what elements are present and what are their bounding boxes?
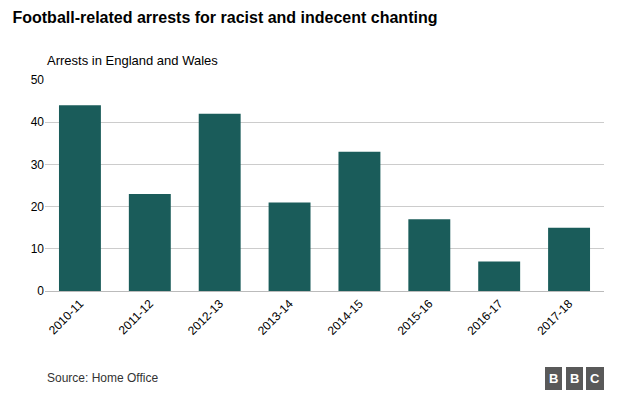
svg-text:40: 40 bbox=[31, 115, 45, 129]
svg-text:10: 10 bbox=[31, 242, 45, 256]
svg-text:2013-14: 2013-14 bbox=[255, 297, 296, 338]
svg-text:2016-17: 2016-17 bbox=[465, 297, 506, 338]
svg-text:2014-15: 2014-15 bbox=[325, 297, 366, 338]
svg-text:2017-18: 2017-18 bbox=[534, 297, 575, 338]
svg-text:0: 0 bbox=[37, 284, 44, 298]
svg-text:B: B bbox=[570, 371, 579, 386]
svg-text:20: 20 bbox=[31, 200, 45, 214]
svg-text:50: 50 bbox=[31, 73, 45, 87]
svg-text:2011-12: 2011-12 bbox=[116, 297, 157, 338]
svg-text:2012-13: 2012-13 bbox=[185, 297, 226, 338]
svg-text:Arrests in England and Wales: Arrests in England and Wales bbox=[47, 53, 218, 68]
svg-text:2015-16: 2015-16 bbox=[395, 297, 436, 338]
svg-text:Football-related arrests for r: Football-related arrests for racist and … bbox=[12, 9, 437, 26]
svg-text:Source: Home Office: Source: Home Office bbox=[47, 371, 158, 385]
svg-text:C: C bbox=[590, 371, 600, 386]
svg-text:2010-11: 2010-11 bbox=[46, 297, 87, 338]
svg-text:B: B bbox=[549, 371, 558, 386]
svg-text:30: 30 bbox=[31, 158, 45, 172]
